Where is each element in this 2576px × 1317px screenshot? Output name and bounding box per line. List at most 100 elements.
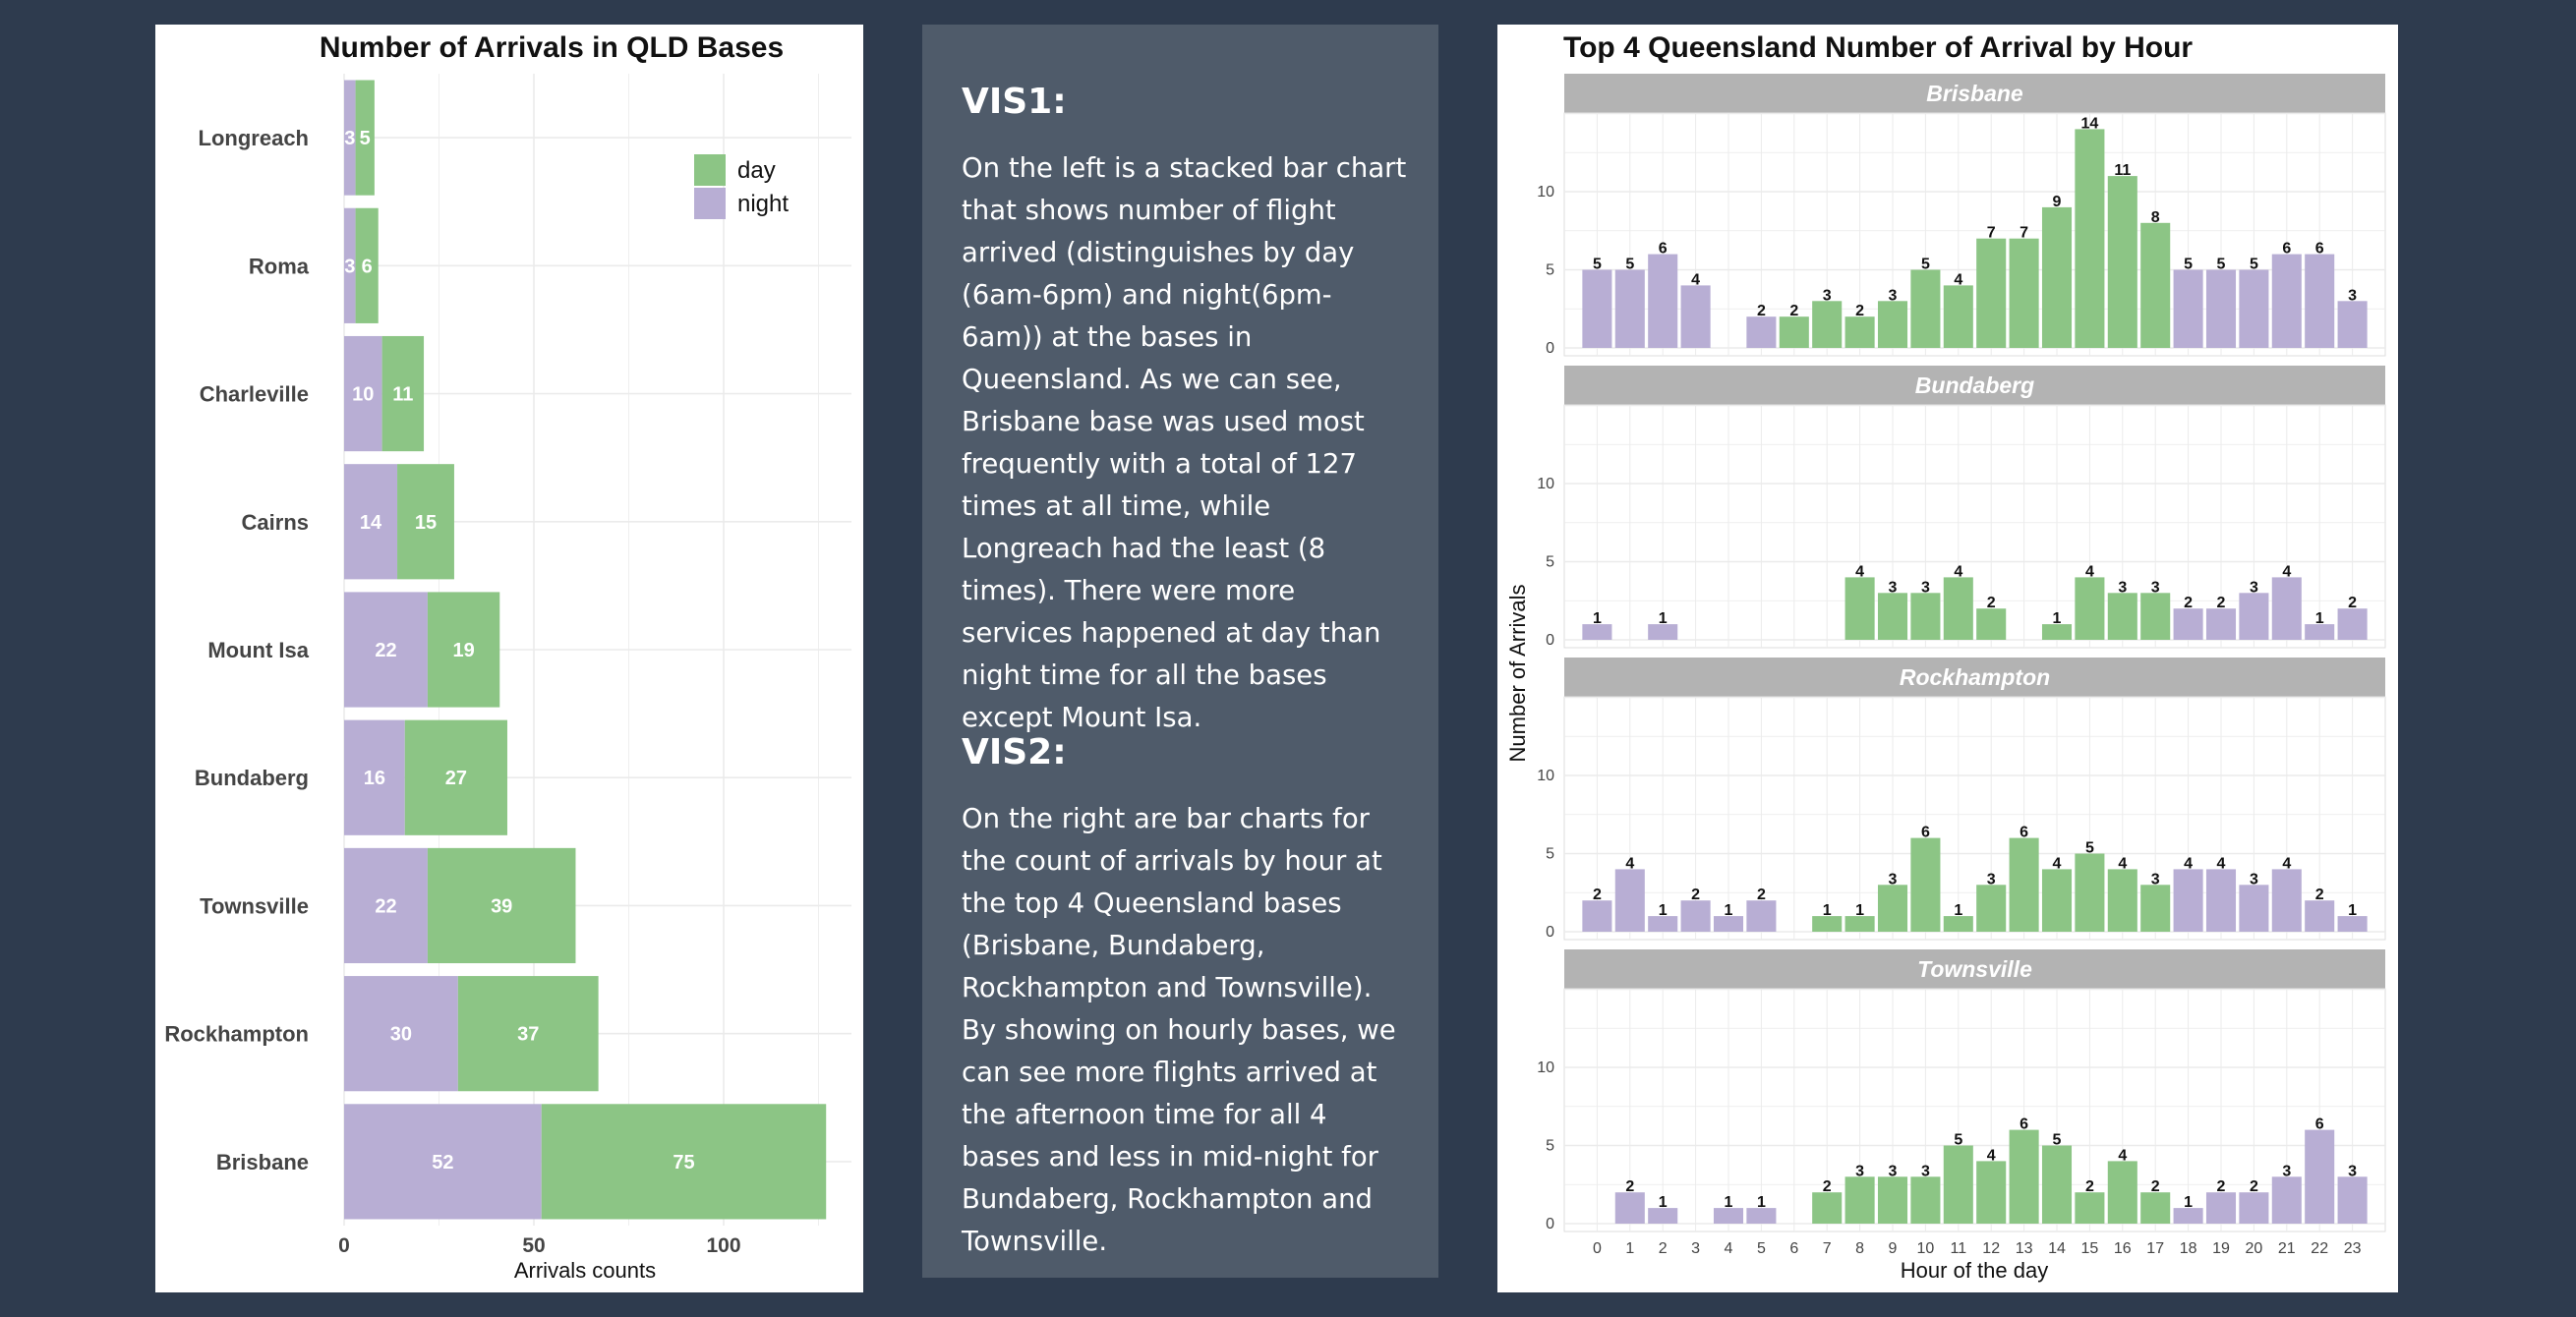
facet-rockhampton: Rockhampton 0 5 10 2 4 1 2 1 2 1 1 3 6 1 3 6 4 5 4 3 4 4 3 4 2 1 bbox=[1537, 658, 2386, 941]
bar-hour-2 bbox=[1648, 254, 1678, 348]
bar-hour-8 bbox=[1844, 1176, 1875, 1224]
bar-value-label: 3 bbox=[2282, 1163, 2291, 1179]
x-tick-label: 3 bbox=[1691, 1240, 1700, 1257]
bar-hour-18 bbox=[2173, 869, 2203, 932]
bar-value-label: 6 bbox=[2020, 1117, 2028, 1133]
facet-title: Townsville bbox=[1917, 956, 2032, 982]
x-tick-label: 23 bbox=[2344, 1240, 2362, 1257]
bar-value-label: 16 bbox=[364, 768, 385, 789]
bar-value-label: 27 bbox=[445, 768, 467, 789]
bar-hour-22 bbox=[2305, 624, 2335, 640]
category-label: Rockhampton bbox=[164, 1022, 309, 1047]
bar-value-label: 5 bbox=[1921, 257, 1930, 273]
bar-value-label: 4 bbox=[2085, 563, 2094, 580]
bar-value-label: 5 bbox=[2217, 257, 2226, 273]
x-tick-label: 20 bbox=[2246, 1240, 2263, 1257]
bar-hour-22 bbox=[2305, 254, 2335, 348]
legend-swatch-night bbox=[694, 188, 726, 219]
bar-hour-12 bbox=[1976, 238, 2007, 348]
bar-value-label: 5 bbox=[360, 128, 371, 149]
bar-value-label: 6 bbox=[2315, 241, 2324, 258]
legend-label-day: day bbox=[737, 157, 776, 184]
x-axis-label: Hour of the day bbox=[1901, 1258, 2048, 1283]
bar-hour-16 bbox=[2107, 869, 2137, 932]
bar-day-charleville bbox=[381, 335, 425, 452]
bar-hour-14 bbox=[2041, 1145, 2073, 1224]
bar-hour-10 bbox=[1910, 593, 1941, 640]
bar-value-label: 3 bbox=[2348, 287, 2357, 304]
bar-hour-3 bbox=[1680, 285, 1711, 348]
bar-hour-9 bbox=[1877, 1176, 1908, 1224]
bar-value-label: 14 bbox=[360, 512, 382, 534]
bar-value-label: 3 bbox=[1889, 871, 1898, 888]
bar-value-label: 3 bbox=[2118, 579, 2127, 596]
bar-hour-15 bbox=[2075, 1192, 2105, 1224]
x-tick-label: 12 bbox=[1982, 1240, 2000, 1257]
bar-night-roma bbox=[344, 207, 356, 323]
category-label: Mount Isa bbox=[207, 638, 309, 662]
bar-value-label: 4 bbox=[1625, 855, 1634, 872]
y-tick-label: 10 bbox=[1537, 184, 1554, 200]
bar-value-label: 37 bbox=[517, 1024, 539, 1046]
bar-hour-15 bbox=[2075, 129, 2105, 348]
bar-day-townsville bbox=[427, 847, 576, 964]
bar-value-label: 1 bbox=[1757, 1194, 1766, 1211]
chart-title: Top 4 Queensland Number of Arrival by Ho… bbox=[1563, 31, 2193, 64]
bar-hour-10 bbox=[1910, 837, 1941, 932]
bar-value-label: 3 bbox=[2348, 1163, 2357, 1179]
bar-value-label: 30 bbox=[390, 1024, 412, 1046]
vis2-description: On the right are bar charts for the coun… bbox=[962, 803, 1396, 1257]
bar-value-label: 5 bbox=[2085, 840, 2094, 857]
bar-value-label: 14 bbox=[2081, 115, 2099, 132]
x-tick-label: 9 bbox=[1889, 1240, 1898, 1257]
bar-value-label: 22 bbox=[375, 895, 396, 917]
bar-value-label: 4 bbox=[2053, 855, 2062, 872]
bar-hour-7 bbox=[1812, 916, 1843, 932]
x-tick-label: 0 bbox=[338, 1234, 350, 1257]
bar-value-label: 2 bbox=[1855, 303, 1864, 319]
x-tick-label: 21 bbox=[2278, 1240, 2296, 1257]
bar-value-label: 3 bbox=[2250, 871, 2258, 888]
bar-night-townsville bbox=[344, 847, 428, 964]
arrivals-by-hour-chart: Top 4 Queensland Number of Arrival by Ho… bbox=[1505, 31, 2386, 1283]
x-tick-label: 1 bbox=[1625, 1240, 1634, 1257]
x-axis-label: Arrivals counts bbox=[514, 1258, 656, 1283]
legend-swatch-day bbox=[694, 154, 726, 186]
bar-hour-8 bbox=[1844, 916, 1875, 932]
bar-value-label: 4 bbox=[1987, 1147, 1996, 1164]
bar-hour-9 bbox=[1877, 593, 1908, 640]
bar-value-label: 19 bbox=[452, 640, 474, 661]
bar-value-label: 4 bbox=[1954, 271, 1962, 288]
bar-hour-13 bbox=[2009, 837, 2039, 932]
bar-hour-16 bbox=[2107, 593, 2137, 640]
bar-hour-10 bbox=[1910, 269, 1941, 348]
bar-hour-1 bbox=[1614, 1192, 1645, 1224]
x-tick-label: 50 bbox=[522, 1234, 545, 1257]
bar-hour-5 bbox=[1746, 316, 1777, 348]
bar-hour-17 bbox=[2140, 885, 2171, 932]
bar-value-label: 4 bbox=[2282, 855, 2291, 872]
bar-hour-21 bbox=[2271, 254, 2302, 348]
bar-value-label: 6 bbox=[2282, 241, 2291, 258]
bar-hour-14 bbox=[2041, 624, 2073, 640]
bar-hour-20 bbox=[2239, 1192, 2269, 1224]
x-tick-label: 8 bbox=[1855, 1240, 1864, 1257]
x-tick-label: 19 bbox=[2212, 1240, 2230, 1257]
bar-hour-23 bbox=[2337, 301, 2368, 348]
vis2-heading: VIS2: bbox=[962, 732, 1067, 773]
bar-night-brisbane bbox=[344, 1104, 542, 1220]
bar-hour-15 bbox=[2075, 577, 2105, 640]
bar-value-label: 11 bbox=[2114, 162, 2131, 179]
bar-value-label: 1 bbox=[1954, 902, 1962, 919]
bar-value-label: 3 bbox=[344, 256, 355, 277]
y-tick-label: 5 bbox=[1546, 554, 1554, 571]
bar-value-label: 2 bbox=[1691, 887, 1700, 903]
bar-value-label: 2 bbox=[1593, 887, 1602, 903]
bar-value-label: 4 bbox=[2184, 855, 2193, 872]
bar-hour-12 bbox=[1976, 885, 2007, 932]
bar-hour-5 bbox=[1746, 1208, 1777, 1224]
category-label: Bundaberg bbox=[195, 766, 309, 790]
description-panel: VIS1: On the left is a stacked bar chart… bbox=[922, 25, 1438, 1278]
facet-brisbane: Brisbane 0 5 10 5 5 6 4 2 2 3 2 3 5 4 7 7 9 14 11 8 5 5 5 6 6 3 bbox=[1537, 74, 2386, 357]
bar-value-label: 2 bbox=[1625, 1178, 1634, 1195]
